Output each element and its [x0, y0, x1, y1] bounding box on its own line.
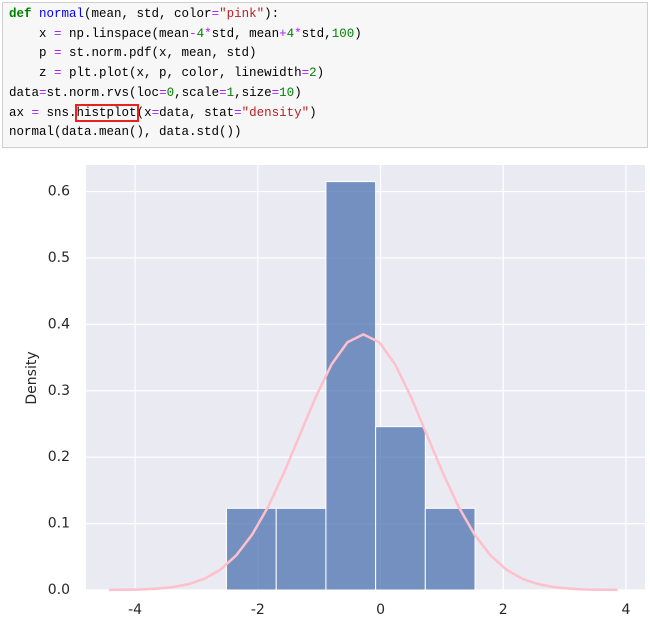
code-token: x — [9, 26, 55, 41]
code-line: ax = sns.histplot(x=data, stat="density"… — [9, 103, 647, 124]
y-axis-label: Density — [24, 351, 40, 404]
code-token: st.norm.rvs(loc — [46, 85, 160, 100]
y-tick-label: 0.4 — [48, 316, 70, 332]
code-cell[interactable]: def normal(mean, std, color="pink"): x =… — [2, 2, 648, 148]
code-line: x = np.linspace(mean-4*std, mean+4*std,1… — [9, 25, 647, 45]
y-tick-label: 0.1 — [48, 516, 70, 532]
code-token: (mean, std, color — [84, 7, 212, 21]
code-token: = — [54, 46, 62, 61]
code-line: data=st.norm.rvs(loc=0,scale=1,size=10) — [9, 84, 647, 104]
code-token: 2 — [309, 66, 317, 81]
code-token: sns. — [39, 105, 77, 120]
highlighted-token: histplot — [74, 103, 139, 122]
code-token: = — [39, 85, 47, 100]
code-token: + — [279, 26, 287, 41]
code-token: p — [9, 46, 55, 61]
x-tick-label: 2 — [499, 602, 508, 618]
code-token: = — [219, 85, 227, 100]
code-token: ) — [309, 105, 317, 120]
code-token: = — [54, 66, 62, 81]
density-curve — [109, 332, 618, 592]
code-token: "density" — [241, 105, 310, 120]
bar — [275, 507, 327, 591]
bar — [375, 426, 426, 591]
code-token: 0 — [166, 85, 175, 100]
code-token: data — [9, 85, 40, 100]
code-line: p = st.norm.pdf(x, mean, std) — [9, 44, 647, 64]
code-line: z = plt.plot(x, p, color, linewidth=2) — [9, 64, 647, 84]
y-tick-label: 0.6 — [48, 184, 70, 200]
x-tick-label: -2 — [251, 602, 265, 618]
code-token: data, stat — [159, 105, 235, 120]
y-tick-label: 0.5 — [48, 250, 70, 266]
code-token: normal — [39, 7, 85, 21]
code-token: = — [271, 85, 280, 100]
code-token: z — [9, 66, 55, 81]
code-token: st.norm.pdf(x, mean, std) — [61, 46, 257, 61]
y-tick-label: 0.0 — [48, 582, 70, 598]
code-token: np.linspace(mean — [61, 26, 190, 41]
x-tick-label: 4 — [622, 602, 631, 618]
code-token: = — [159, 85, 167, 100]
code-token: ,scale — [174, 85, 220, 100]
code-token: std, — [301, 26, 332, 41]
code-token: ): — [264, 7, 280, 21]
code-token: def — [9, 7, 40, 21]
x-tick-label: -4 — [128, 602, 142, 618]
code-token: = — [31, 105, 40, 120]
y-tick-label: 0.2 — [48, 449, 70, 465]
code-token: (x — [136, 105, 152, 120]
code-token: "pink" — [219, 7, 265, 21]
code-token: 1 — [226, 85, 235, 100]
code-token: plt.plot(x, p, color, linewidth — [61, 66, 302, 81]
code-token: = — [211, 7, 220, 21]
code-line: normal(data.mean(), data.std()) — [9, 123, 647, 143]
y-tick-label: 0.3 — [48, 383, 70, 399]
code-token: 4 — [286, 26, 295, 41]
code-token: std, mean — [211, 26, 280, 41]
code-token: ,size — [234, 85, 272, 100]
code-token: 10 — [279, 85, 295, 100]
code-token: ax — [9, 105, 32, 120]
code-token: ) — [294, 85, 302, 100]
code-token: = — [151, 105, 160, 120]
code-token: = — [234, 105, 242, 120]
code-token: normal(data.mean(), data.std()) — [9, 125, 242, 140]
bar — [325, 181, 377, 591]
code-token: 100 — [331, 26, 355, 41]
code-token: = — [54, 26, 62, 41]
code-token: * — [204, 26, 212, 41]
code-token: 4 — [196, 26, 205, 41]
code-token: - — [189, 26, 197, 41]
bar — [226, 507, 277, 591]
code-token: = — [301, 66, 310, 81]
code-line: def normal(mean, std, color="pink"): — [9, 5, 647, 25]
code-token: * — [294, 26, 302, 41]
x-tick-label: 0 — [376, 602, 385, 618]
code-token: ) — [316, 66, 325, 81]
code-token: ) — [354, 26, 362, 41]
